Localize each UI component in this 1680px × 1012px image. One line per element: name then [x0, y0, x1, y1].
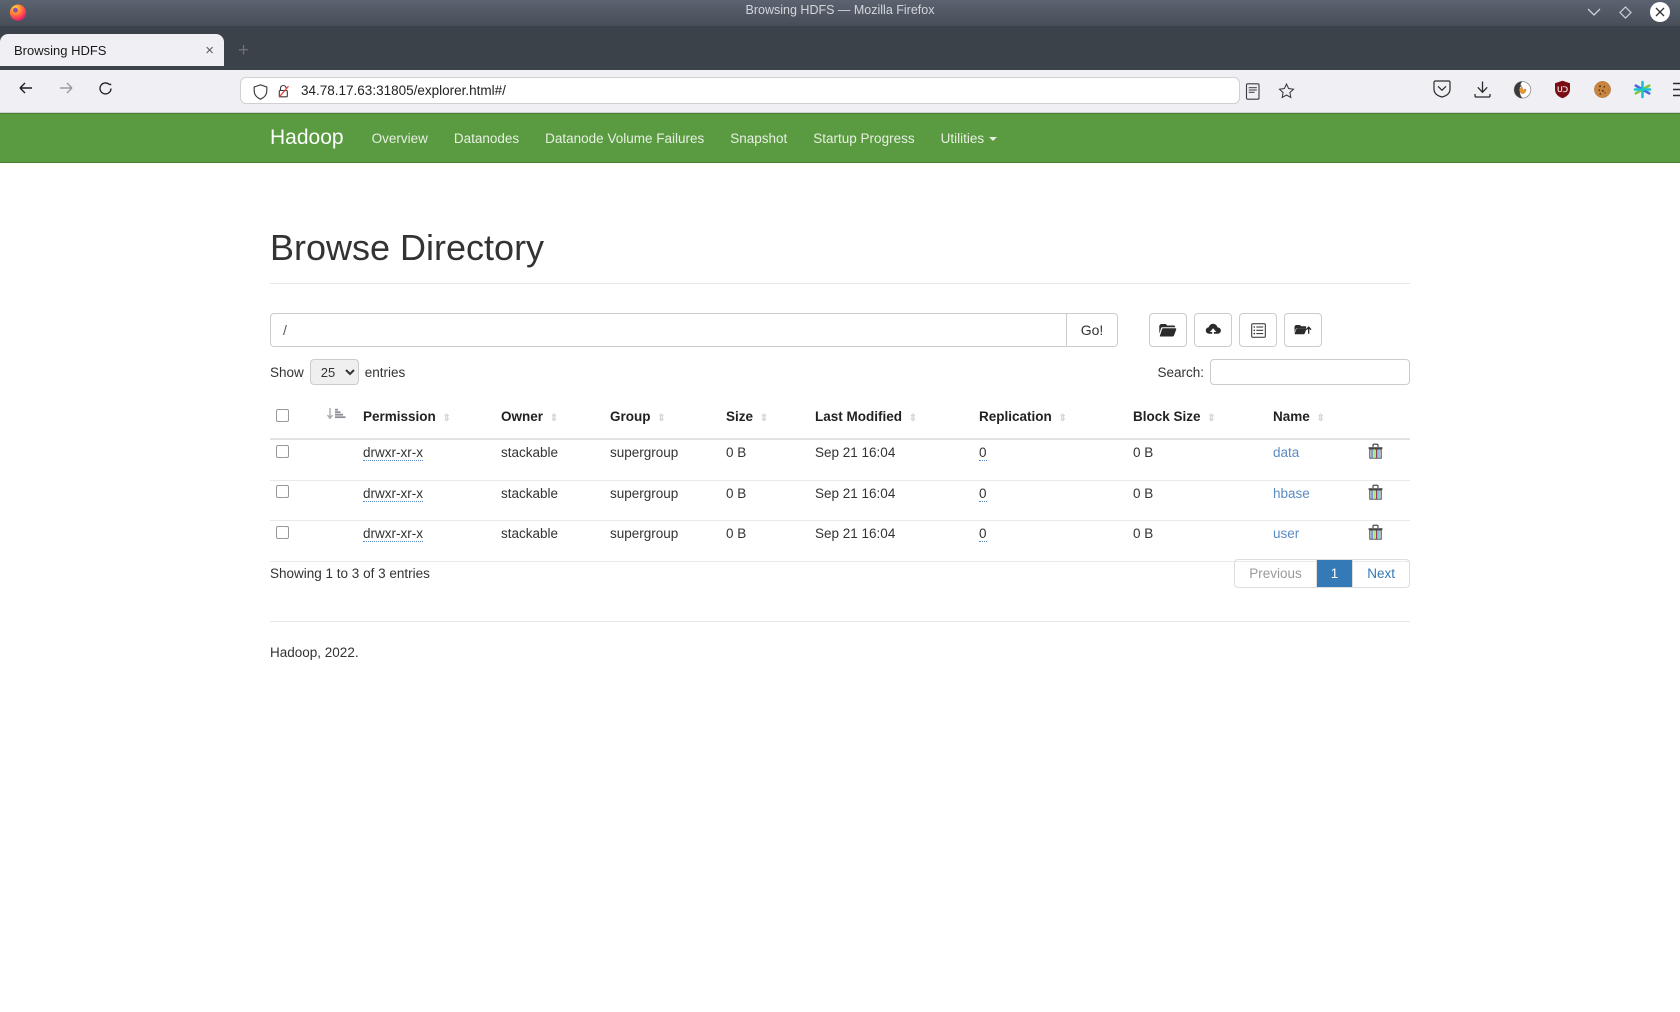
svg-text:ᑌᑐ: ᑌᑐ: [1557, 85, 1568, 94]
